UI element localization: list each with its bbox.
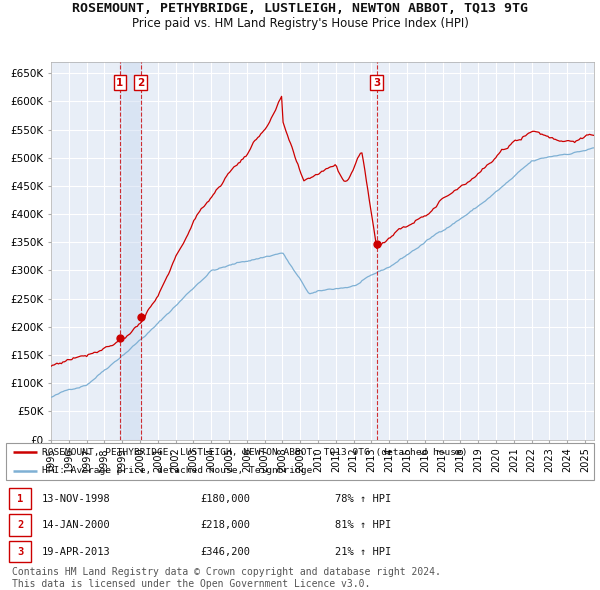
Text: ROSEMOUNT, PETHYBRIDGE, LUSTLEIGH, NEWTON ABBOT, TQ13 9TG (detached house): ROSEMOUNT, PETHYBRIDGE, LUSTLEIGH, NEWTO… xyxy=(43,448,468,457)
Text: ROSEMOUNT, PETHYBRIDGE, LUSTLEIGH, NEWTON ABBOT, TQ13 9TG: ROSEMOUNT, PETHYBRIDGE, LUSTLEIGH, NEWTO… xyxy=(72,2,528,15)
Text: 78% ↑ HPI: 78% ↑ HPI xyxy=(335,494,392,504)
Text: 3: 3 xyxy=(17,546,23,556)
FancyBboxPatch shape xyxy=(9,514,31,536)
Text: This data is licensed under the Open Government Licence v3.0.: This data is licensed under the Open Gov… xyxy=(12,579,370,589)
Text: 14-JAN-2000: 14-JAN-2000 xyxy=(41,520,110,530)
Text: 21% ↑ HPI: 21% ↑ HPI xyxy=(335,546,392,556)
Text: Contains HM Land Registry data © Crown copyright and database right 2024.: Contains HM Land Registry data © Crown c… xyxy=(12,567,441,577)
Text: 2: 2 xyxy=(137,78,145,88)
Text: 1: 1 xyxy=(116,78,124,88)
Text: £180,000: £180,000 xyxy=(200,494,250,504)
Text: HPI: Average price, detached house, Teignbridge: HPI: Average price, detached house, Teig… xyxy=(43,466,313,476)
Text: 2: 2 xyxy=(17,520,23,530)
Text: 19-APR-2013: 19-APR-2013 xyxy=(41,546,110,556)
FancyBboxPatch shape xyxy=(9,488,31,509)
Text: 81% ↑ HPI: 81% ↑ HPI xyxy=(335,520,392,530)
Bar xyxy=(120,62,141,440)
Text: 1: 1 xyxy=(17,494,23,504)
FancyBboxPatch shape xyxy=(9,541,31,562)
Text: £346,200: £346,200 xyxy=(200,546,250,556)
Text: Price paid vs. HM Land Registry's House Price Index (HPI): Price paid vs. HM Land Registry's House … xyxy=(131,17,469,30)
Text: £218,000: £218,000 xyxy=(200,520,250,530)
Text: 13-NOV-1998: 13-NOV-1998 xyxy=(41,494,110,504)
Text: 3: 3 xyxy=(373,78,380,88)
